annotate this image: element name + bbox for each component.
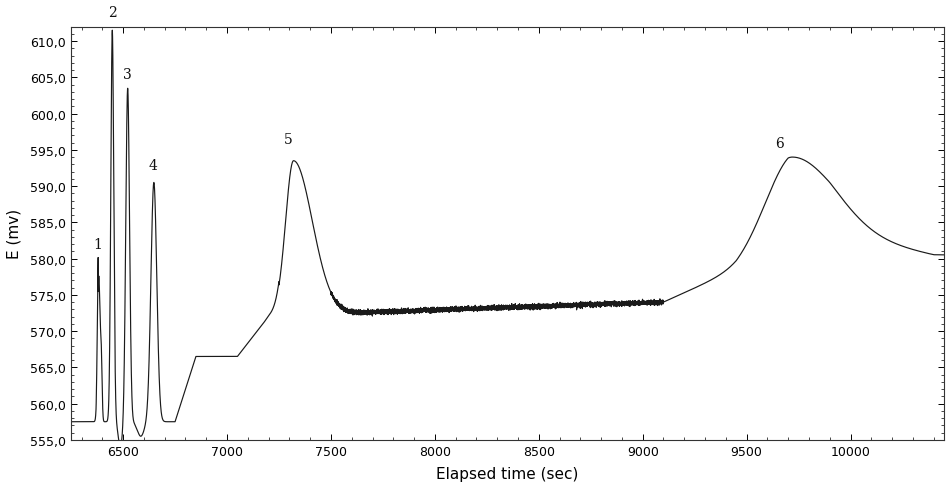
Y-axis label: E (mv): E (mv) — [7, 209, 22, 259]
Text: 4: 4 — [148, 158, 158, 172]
Text: 3: 3 — [124, 68, 132, 82]
Text: 6: 6 — [775, 137, 785, 150]
Text: 5: 5 — [284, 133, 293, 147]
X-axis label: Elapsed time (sec): Elapsed time (sec) — [437, 466, 579, 481]
Text: 2: 2 — [107, 6, 117, 20]
Text: 1: 1 — [93, 238, 102, 252]
